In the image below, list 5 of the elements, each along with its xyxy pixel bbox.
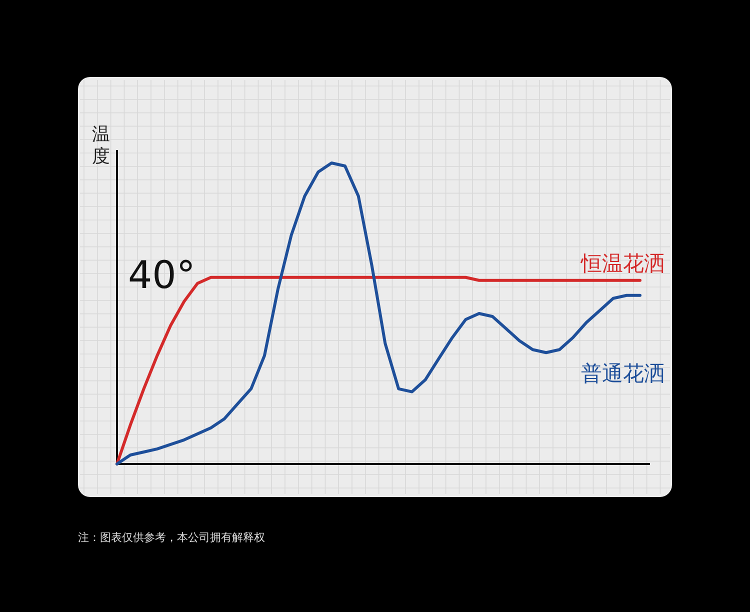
series-label: 普通花洒 — [581, 361, 665, 386]
text: 注：图表仅供参考，本公司拥有解释权 — [78, 531, 265, 544]
series-label: 恒温花洒 — [580, 251, 665, 276]
annotation: 40° — [128, 253, 196, 297]
y-axis-title: 温度 — [92, 124, 110, 167]
